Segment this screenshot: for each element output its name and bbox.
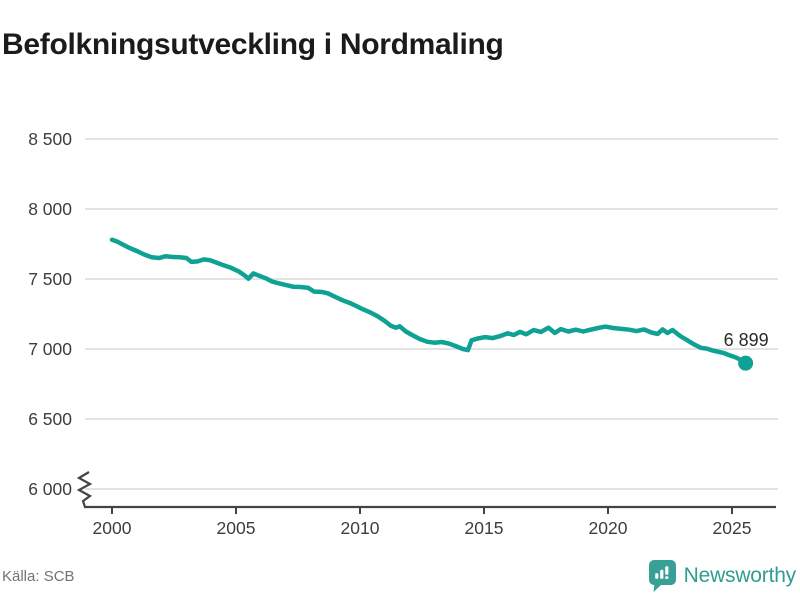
population-line-chart: 8 500 8 000 7 500 7 000 6 500 6 000 2000 2005 20… (28, 129, 778, 538)
end-point-dot (738, 355, 754, 371)
population-line (109, 237, 748, 366)
source-label: Källa: SCB (2, 567, 75, 585)
y-tick-label: 7 500 (28, 269, 72, 289)
x-tick-label: 2005 (217, 518, 256, 538)
footer: Källa: SCB Newsworthy (0, 556, 800, 596)
y-tick-label: 8 500 (28, 129, 72, 149)
newsworthy-bar-chart-bubble-icon (648, 559, 676, 592)
y-tick-label: 6 500 (28, 409, 72, 429)
x-tick-label: 2015 (465, 518, 504, 538)
end-value-label: 6 899 (724, 330, 769, 350)
x-tick-label: 2020 (589, 518, 628, 538)
x-tick-label: 2010 (341, 518, 380, 538)
x-tick-label: 2000 (93, 518, 132, 538)
y-tick-label: 6 000 (28, 479, 72, 499)
newsworthy-logo[interactable]: Newsworthy (648, 559, 797, 593)
y-tick-label: 8 000 (28, 199, 72, 219)
page-title: Befolkningsutveckling i Nordmaling (2, 28, 504, 62)
x-axis-line-with-break-icon (76, 471, 776, 509)
y-tick-label: 7 000 (28, 339, 72, 359)
x-tick-label: 2025 (713, 518, 752, 538)
newsworthy-wordmark: Newsworthy (683, 564, 797, 587)
